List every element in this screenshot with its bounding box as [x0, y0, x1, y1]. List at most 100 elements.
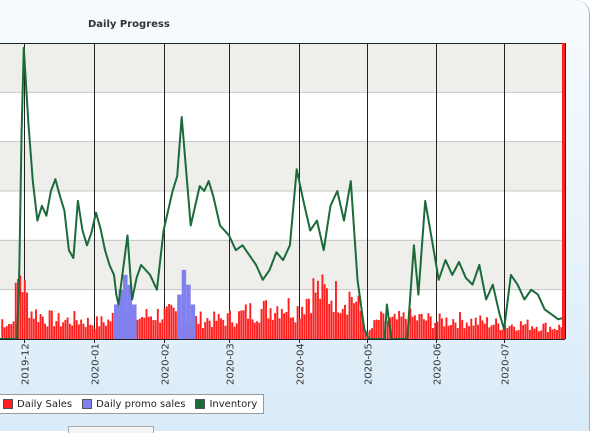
chart-legend: Daily Sales Daily promo sales Inventory [0, 394, 265, 414]
daily-sales-bar [337, 312, 340, 339]
daily-sales-bar [330, 300, 333, 339]
daily-sales-bar [253, 322, 256, 339]
daily-sales-bar [161, 319, 164, 339]
daily-sales-bar [335, 281, 337, 339]
daily-sales-bar [465, 322, 468, 339]
daily-sales-bar [296, 306, 299, 339]
daily-sales-bar [456, 327, 459, 339]
daily-sales-bar [301, 306, 304, 339]
daily-sales-bar [145, 309, 148, 339]
daily-sales-bar [107, 319, 110, 339]
daily-sales-bar [210, 326, 213, 339]
daily-sales-bar [418, 314, 421, 339]
daily-sales-bar [499, 330, 502, 339]
daily-sales-bar [267, 318, 270, 339]
daily-sales-bar [59, 326, 62, 339]
daily-sales-bar [395, 319, 398, 339]
daily-sales-bar [459, 311, 461, 339]
daily-sales-bar [64, 319, 67, 339]
daily-sales-bar [262, 300, 265, 339]
daily-sales-bar [82, 323, 85, 339]
daily-sales-bar [111, 312, 114, 339]
daily-sales-bar [41, 316, 44, 339]
daily-sales-bar [159, 322, 162, 339]
x-tick-label: 2020-07 [501, 343, 512, 385]
daily-sales-bar [312, 278, 315, 339]
daily-sales-bar [328, 303, 331, 339]
daily-promo-sales-bar [127, 284, 133, 339]
daily-sales-bar [303, 314, 306, 339]
daily-sales-bar [422, 319, 425, 339]
daily-sales-bar [463, 328, 466, 339]
grid-band [0, 43, 565, 93]
daily-sales-bar [152, 319, 155, 339]
daily-sales-bar [468, 326, 470, 339]
daily-sales-bar [226, 313, 229, 339]
daily-sales-bar [220, 318, 222, 339]
daily-sales-bar [215, 320, 218, 339]
daily-sales-bar [528, 329, 531, 339]
daily-sales-bar [558, 324, 561, 339]
daily-sales-bar [445, 317, 448, 339]
daily-sales-bar [344, 304, 346, 339]
daily-promo-sales-bar [123, 274, 128, 339]
daily-sales-bar [353, 303, 355, 339]
daily-sales-bar [348, 291, 351, 339]
daily-sales-bar [195, 316, 198, 339]
daily-sales-bar [71, 325, 74, 339]
daily-sales-bar [542, 323, 545, 339]
daily-sales-bar [251, 319, 254, 339]
daily-sales-bar [436, 321, 439, 339]
daily-sales-bar [244, 304, 247, 339]
daily-sales-bar [368, 329, 371, 339]
daily-sales-bar [21, 292, 24, 339]
daily-sales-bar [321, 274, 324, 339]
daily-sales-bar [242, 310, 245, 339]
daily-sales-bar [174, 311, 177, 339]
x-tick-label: 2020-03 [226, 343, 237, 385]
daily-sales-bar [39, 314, 42, 339]
daily-sales-bar [450, 325, 452, 339]
daily-sales-bar [285, 311, 288, 339]
daily-sales-bar [233, 326, 236, 339]
daily-sales-bar [443, 326, 446, 339]
daily-sales-bar [555, 330, 558, 339]
daily-sales-bar [429, 316, 432, 339]
daily-sales-bar [170, 304, 173, 339]
x-tick-label: 2019-12 [21, 343, 32, 385]
daily-sales-bar [5, 326, 8, 339]
daily-sales-bar [235, 323, 238, 339]
legend-item-daily-sales: Daily Sales [3, 399, 72, 410]
daily-sales-bar [289, 317, 292, 339]
daily-sales-bar [560, 327, 563, 339]
daily-sales-bar [371, 328, 373, 339]
grid-band [0, 141, 565, 191]
daily-sales-bar [100, 316, 103, 339]
daily-sales-bar [150, 316, 153, 339]
daily-sales-bar [199, 311, 202, 339]
daily-sales-bar [172, 307, 175, 339]
daily-sales-bar [28, 317, 31, 339]
daily-promo-sales-bar [190, 304, 196, 339]
daily-sales-bar [73, 311, 76, 339]
daily-sales-bar [197, 323, 200, 339]
daily-sales-bar [425, 320, 428, 339]
daily-sales-bar [10, 324, 13, 339]
legend-label-daily-promo-sales: Daily promo sales [96, 398, 186, 410]
daily-sales-bar [141, 316, 143, 339]
daily-sales-bar [89, 324, 92, 339]
daily-sales-bar [307, 298, 310, 339]
daily-sales-bar [490, 325, 493, 339]
daily-sales-bar [413, 315, 416, 339]
legend-label-daily-sales: Daily Sales [17, 398, 73, 410]
daily-sales-bar [55, 321, 58, 339]
daily-sales-bar [136, 319, 139, 339]
daily-promo-sales-swatch-icon [82, 399, 93, 409]
daily-sales-bar [57, 313, 60, 339]
daily-sales-bar [522, 325, 525, 339]
daily-sales-bar [310, 313, 313, 339]
bottom-tab[interactable] [68, 426, 154, 433]
daily-sales-bar [359, 310, 362, 339]
x-tick-label: 2020-01 [91, 343, 102, 385]
